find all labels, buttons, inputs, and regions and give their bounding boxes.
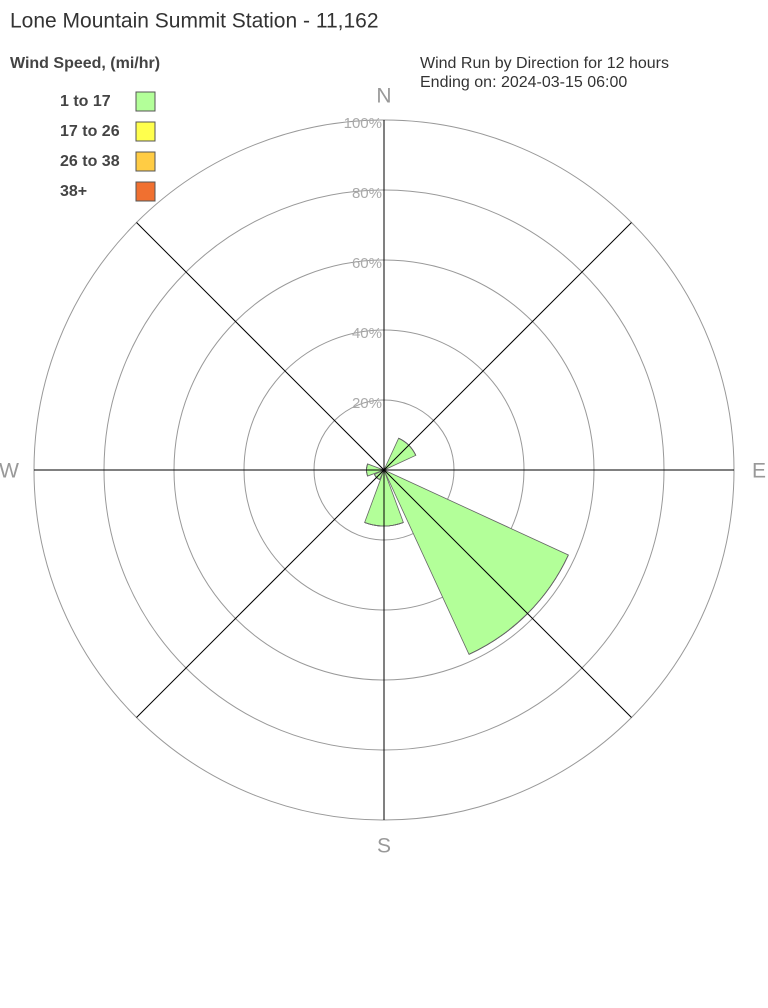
- chart-title: Lone Mountain Summit Station - 11,162: [10, 10, 379, 33]
- wedge: [374, 474, 380, 480]
- direction-label: W: [0, 460, 19, 483]
- r-tick-label: 80%: [352, 185, 382, 202]
- subtitle: Ending on: 2024-03-15 06:00: [420, 74, 627, 91]
- legend-label: 26 to 38: [60, 153, 120, 170]
- spoke: [383, 222, 632, 471]
- r-tick-label: 60%: [352, 255, 382, 272]
- spoke: [136, 469, 385, 718]
- spoke: [383, 469, 632, 718]
- direction-label: N: [376, 85, 391, 108]
- legend-swatch: [135, 181, 156, 202]
- legend-swatch: [135, 91, 156, 112]
- legend-label: 38+: [60, 183, 87, 200]
- legend-label: 1 to 17: [60, 93, 111, 110]
- subtitle: Wind Run by Direction for 12 hours: [420, 55, 669, 72]
- legend-title: Wind Speed, (mi/hr): [10, 55, 160, 72]
- direction-label: E: [752, 460, 766, 483]
- legend-label: 17 to 26: [60, 123, 120, 140]
- direction-label: S: [377, 835, 391, 858]
- r-tick-label: 100%: [344, 115, 382, 132]
- r-tick-label: 40%: [352, 325, 382, 342]
- r-tick-label: 20%: [352, 395, 382, 412]
- legend-swatch: [135, 151, 156, 172]
- spoke: [136, 222, 385, 471]
- legend-swatch: [135, 121, 156, 142]
- wedge: [468, 554, 569, 655]
